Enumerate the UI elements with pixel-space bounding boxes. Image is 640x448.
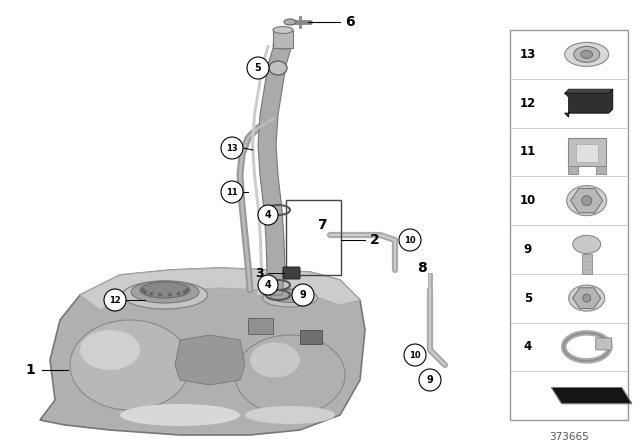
Circle shape — [143, 290, 147, 294]
Text: 12: 12 — [109, 296, 121, 305]
Text: 5: 5 — [524, 292, 532, 305]
Ellipse shape — [569, 285, 605, 311]
Text: 11: 11 — [226, 188, 238, 197]
FancyBboxPatch shape — [510, 30, 628, 420]
Circle shape — [221, 181, 243, 203]
Text: 6: 6 — [345, 15, 355, 29]
FancyBboxPatch shape — [283, 267, 300, 279]
Text: 9: 9 — [300, 290, 307, 300]
FancyBboxPatch shape — [576, 144, 598, 162]
Polygon shape — [552, 388, 632, 404]
Circle shape — [221, 137, 243, 159]
Circle shape — [582, 196, 592, 206]
Text: 9: 9 — [524, 243, 532, 256]
FancyBboxPatch shape — [582, 254, 592, 274]
Ellipse shape — [235, 335, 345, 415]
Ellipse shape — [566, 185, 607, 215]
Polygon shape — [40, 268, 365, 435]
Text: 3: 3 — [256, 267, 264, 280]
Text: 12: 12 — [520, 97, 536, 110]
Circle shape — [258, 205, 278, 225]
Text: 1: 1 — [25, 363, 35, 377]
FancyBboxPatch shape — [273, 30, 293, 48]
Text: 2: 2 — [370, 233, 380, 247]
Text: 11: 11 — [520, 145, 536, 159]
Ellipse shape — [284, 19, 296, 25]
Text: 4: 4 — [264, 210, 271, 220]
Circle shape — [247, 57, 269, 79]
Polygon shape — [564, 89, 612, 93]
Ellipse shape — [270, 289, 310, 302]
Ellipse shape — [70, 320, 190, 410]
Text: 13: 13 — [520, 48, 536, 61]
Text: 10: 10 — [409, 350, 421, 359]
Ellipse shape — [573, 235, 601, 254]
Text: 5: 5 — [255, 63, 261, 73]
Circle shape — [419, 369, 441, 391]
Ellipse shape — [250, 343, 300, 378]
Polygon shape — [573, 288, 601, 309]
Ellipse shape — [273, 26, 293, 34]
Circle shape — [183, 290, 187, 294]
Ellipse shape — [120, 404, 240, 426]
Ellipse shape — [80, 330, 140, 370]
Polygon shape — [251, 45, 270, 295]
Circle shape — [177, 292, 180, 296]
Circle shape — [168, 293, 172, 297]
Circle shape — [582, 294, 591, 302]
Polygon shape — [80, 268, 360, 310]
Circle shape — [399, 229, 421, 251]
Circle shape — [149, 292, 154, 296]
Circle shape — [404, 344, 426, 366]
Ellipse shape — [564, 43, 609, 66]
Circle shape — [158, 293, 162, 297]
Text: 373665: 373665 — [549, 432, 589, 442]
Ellipse shape — [131, 281, 199, 303]
Text: 8: 8 — [417, 261, 427, 275]
FancyBboxPatch shape — [596, 338, 612, 350]
Text: 13: 13 — [226, 143, 238, 152]
Circle shape — [258, 275, 278, 295]
Circle shape — [185, 288, 189, 292]
Ellipse shape — [122, 281, 207, 309]
Text: 9: 9 — [427, 375, 433, 385]
Polygon shape — [571, 189, 603, 213]
FancyBboxPatch shape — [568, 166, 578, 174]
Text: 10: 10 — [520, 194, 536, 207]
Circle shape — [104, 289, 126, 311]
Ellipse shape — [245, 406, 335, 424]
Text: 7: 7 — [317, 218, 327, 232]
Circle shape — [292, 284, 314, 306]
FancyBboxPatch shape — [596, 166, 605, 174]
Polygon shape — [258, 45, 292, 295]
Ellipse shape — [140, 282, 190, 298]
FancyBboxPatch shape — [300, 330, 322, 344]
FancyBboxPatch shape — [248, 318, 273, 334]
Text: 4: 4 — [524, 340, 532, 353]
Circle shape — [141, 288, 145, 292]
Polygon shape — [564, 89, 612, 117]
Text: 10: 10 — [404, 236, 416, 245]
FancyBboxPatch shape — [568, 138, 605, 166]
Ellipse shape — [273, 41, 293, 49]
Ellipse shape — [573, 47, 600, 62]
Polygon shape — [175, 335, 245, 385]
Ellipse shape — [269, 61, 287, 75]
Ellipse shape — [580, 50, 593, 58]
Ellipse shape — [262, 289, 317, 307]
Text: 4: 4 — [264, 280, 271, 290]
